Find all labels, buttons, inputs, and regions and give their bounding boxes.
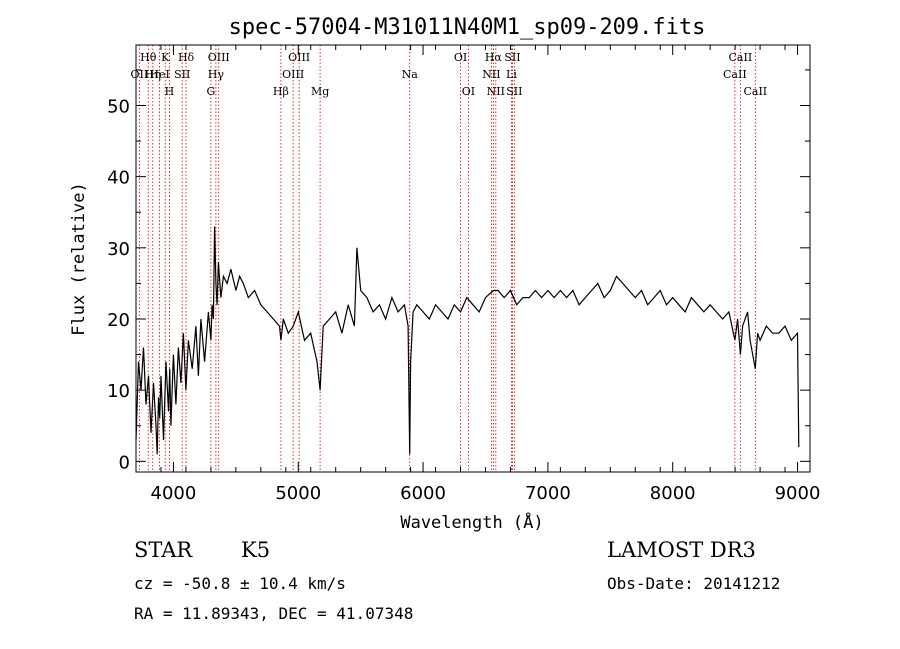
- y-axis-label: Flux (relative): [69, 182, 89, 336]
- object-class: STAR: [134, 538, 193, 562]
- spectral-line-label: K: [161, 51, 170, 64]
- x-tick-label: 5000: [275, 483, 321, 504]
- spectral-line-label: G: [206, 85, 215, 98]
- spectral-line-markers: [138, 45, 756, 472]
- x-axis-ticks: 4000 5000 6000 7000 8000 9000: [135, 45, 821, 504]
- y-tick-label: 20: [107, 310, 130, 331]
- spectral-line-label: NII: [487, 85, 505, 98]
- y-tick-label: 30: [107, 239, 130, 260]
- spectral-line-label: Mg: [311, 85, 329, 98]
- spectral-line-label: OIII: [282, 68, 304, 81]
- y-tick-label: 10: [107, 381, 130, 402]
- spectral-line-label: Hδ: [178, 51, 195, 64]
- spectral-line-label: SII: [506, 85, 522, 98]
- spectral-line-label: HeI: [149, 68, 169, 81]
- spectral-line-label: OI: [454, 51, 467, 64]
- chart-title: spec-57004-M31011N40M1_sp09-209.fits: [229, 15, 706, 40]
- spectral-line-label: H: [165, 85, 175, 98]
- spectral-line-label: Hη: [145, 68, 161, 81]
- x-tick-label: 7000: [525, 483, 571, 504]
- x-tick-label: 4000: [151, 483, 197, 504]
- spectral-line-label: OII: [131, 68, 149, 81]
- spectral-line-label: CaII: [729, 51, 753, 64]
- x-tick-label: 6000: [400, 483, 446, 504]
- spectral-line-label: SII: [504, 51, 520, 64]
- spectral-line-label: OIII: [208, 51, 230, 64]
- spectral-line-label: Li: [506, 68, 517, 81]
- object-subclass: K5: [241, 538, 271, 562]
- y-tick-label: 0: [119, 452, 130, 473]
- coordinates-info: RA = 11.89343, DEC = 41.07348: [134, 604, 414, 623]
- spectral-line-label: Hθ: [140, 51, 157, 64]
- redshift-info: cz = -50.8 ± 10.4 km/s: [134, 574, 346, 593]
- y-tick-label: 50: [107, 96, 130, 117]
- spectral-line-label: SII: [174, 68, 190, 81]
- x-tick-label: 8000: [650, 483, 696, 504]
- spectral-line-label: Hγ: [208, 68, 225, 81]
- spectral-line-label: OI: [462, 85, 475, 98]
- spectral-line-label: Hβ: [273, 85, 289, 98]
- x-tick-label: 9000: [775, 483, 821, 504]
- spectrum-line: [135, 226, 800, 455]
- observation-date: Obs-Date: 20141212: [607, 574, 781, 593]
- spectral-line-label: NII: [482, 68, 500, 81]
- spectral-line-label: Na: [402, 68, 419, 81]
- spectral-line-label: OIII: [288, 51, 310, 64]
- y-tick-label: 40: [107, 168, 130, 189]
- plot-frame: [135, 44, 811, 473]
- spectral-line-label: Hα: [485, 51, 503, 64]
- survey-name: LAMOST DR3: [607, 538, 756, 562]
- spectral-line-label: CaII: [743, 85, 767, 98]
- y-axis-ticks: 0 10 20 30 40 50: [107, 69, 810, 473]
- x-axis-label: Wavelength (Å): [400, 511, 543, 533]
- spectral-line-label: CaII: [723, 68, 747, 81]
